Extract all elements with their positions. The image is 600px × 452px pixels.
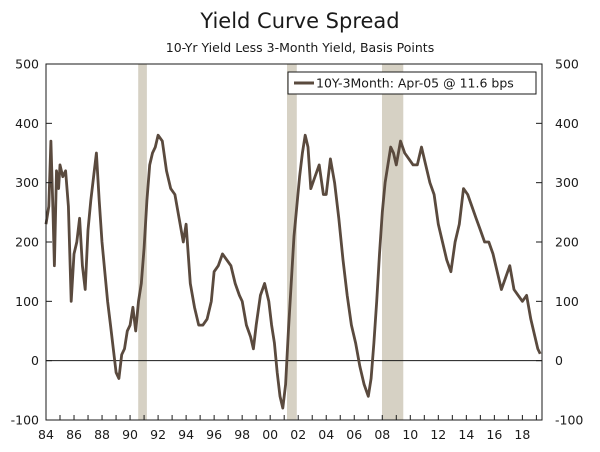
x-tick-label: 02 [290,427,306,442]
left-tick-label: -100 [11,413,39,428]
right-tick-label: 400 [555,116,579,131]
right-tick-label: 300 [555,175,579,190]
recession-band-3 [381,64,404,420]
x-tick-label: 16 [486,427,502,442]
recession-bands [138,64,404,420]
legend: 10Y-3Month: Apr-05 @ 11.6 bps [287,71,537,95]
x-tick-label: 12 [430,427,446,442]
recession-band-2 [286,64,297,420]
x-tick-label: 06 [346,427,362,442]
x-tick-label: 92 [150,427,166,442]
left-tick-label: 300 [15,175,39,190]
left-tick-label: 100 [15,294,39,309]
x-tick-label: 04 [318,427,334,442]
right-tick-label: 100 [555,294,579,309]
series-line-10y-3month [44,133,542,410]
left-tick-label: 400 [15,116,39,131]
right-axis: -100 0 100 200 300 400 500 [536,57,583,428]
x-tick-label: 10 [402,427,418,442]
legend-label: 10Y-3Month: Apr-05 @ 11.6 bps [316,76,514,91]
left-axis: -100 0 100 200 300 400 500 [11,57,52,428]
left-tick-label: 500 [15,57,39,72]
x-tick-label: 94 [178,427,194,442]
x-tick-label: 84 [38,427,54,442]
chart-title: Yield Curve Spread [200,9,400,33]
recession-band-1 [138,64,147,420]
legend-box [287,71,537,95]
right-tick-label: 0 [555,353,563,368]
right-tick-label: 200 [555,235,579,250]
left-tick-label: 200 [15,235,39,250]
right-tick-label: -100 [555,413,583,428]
x-tick-label: 90 [122,427,138,442]
x-tick-label: 88 [94,427,110,442]
x-tick-label: 86 [66,427,82,442]
x-axis: 84 86 88 90 92 94 96 98 00 02 04 06 08 10 12 14 16 18 [38,415,537,442]
x-tick-label: 14 [458,427,474,442]
x-tick-label: 08 [374,427,390,442]
x-tick-label: 96 [206,427,222,442]
left-tick-label: 0 [31,353,39,368]
chart-subtitle: 10-Yr Yield Less 3-Month Yield, Basis Po… [165,40,435,55]
right-tick-label: 500 [555,57,579,72]
x-tick-label: 98 [234,427,250,442]
x-tick-label: 00 [262,427,278,442]
x-tick-label: 18 [514,427,530,442]
